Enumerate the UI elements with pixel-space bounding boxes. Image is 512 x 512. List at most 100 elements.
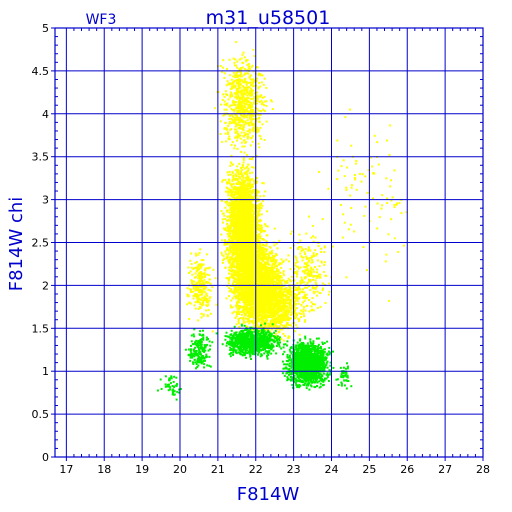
data-point <box>244 250 246 253</box>
data-point <box>231 186 234 189</box>
data-point <box>249 183 252 186</box>
data-point <box>243 273 246 276</box>
data-point <box>229 208 232 211</box>
data-point <box>238 253 241 256</box>
data-point <box>238 228 241 231</box>
data-point <box>228 238 231 241</box>
data-point <box>244 187 247 190</box>
data-point <box>242 268 245 271</box>
data-point <box>271 272 274 274</box>
data-point <box>260 271 263 274</box>
data-point <box>247 201 250 204</box>
data-point <box>235 270 238 273</box>
data-point <box>248 259 251 262</box>
data-point <box>221 212 224 215</box>
data-point <box>236 290 239 293</box>
data-point <box>271 256 274 258</box>
data-point <box>254 231 257 234</box>
data-point <box>237 270 240 273</box>
data-point <box>245 231 248 234</box>
data-point <box>251 199 254 202</box>
data-point <box>260 213 263 216</box>
data-point <box>244 285 247 288</box>
data-point <box>227 204 230 207</box>
data-point <box>228 256 231 259</box>
data-point <box>228 261 231 264</box>
data-point <box>244 185 247 188</box>
data-point <box>243 243 246 246</box>
data-point <box>257 237 260 240</box>
data-point <box>250 258 252 261</box>
data-point <box>258 235 261 238</box>
data-point <box>242 205 245 208</box>
data-point <box>233 274 236 277</box>
data-point <box>233 214 235 217</box>
data-point <box>256 177 259 180</box>
data-point <box>230 211 233 214</box>
data-point <box>264 269 267 272</box>
data-point <box>268 256 270 259</box>
data-point <box>241 289 244 292</box>
data-point <box>241 298 244 301</box>
data-point <box>271 265 274 268</box>
data-point <box>245 200 248 203</box>
data-point <box>258 233 261 235</box>
data-point <box>234 244 236 247</box>
data-point <box>235 311 238 314</box>
data-point <box>255 182 258 184</box>
data-point <box>222 179 225 182</box>
data-point <box>240 243 243 246</box>
data-point <box>246 258 249 261</box>
data-point <box>240 184 243 187</box>
data-point <box>286 291 289 293</box>
data-point <box>251 185 253 188</box>
data-point <box>231 312 234 315</box>
data-point <box>237 317 240 320</box>
data-point <box>253 220 256 223</box>
data-point <box>225 248 228 251</box>
data-point <box>250 290 253 293</box>
data-point <box>238 266 241 269</box>
data-point <box>258 227 261 230</box>
data-point <box>241 186 244 189</box>
data-point <box>228 295 231 298</box>
data-point <box>275 261 278 264</box>
data-point <box>253 203 256 206</box>
data-point <box>235 224 238 227</box>
data-point <box>256 282 259 285</box>
data-point <box>270 312 273 315</box>
data-point <box>278 279 280 282</box>
data-point <box>227 219 230 222</box>
data-point <box>235 238 238 241</box>
data-point <box>236 257 239 260</box>
data-point <box>267 271 270 274</box>
data-point <box>229 289 232 292</box>
data-point <box>251 273 254 276</box>
data-point <box>260 230 263 233</box>
data-point <box>238 297 241 300</box>
data-point <box>237 216 240 219</box>
data-point <box>251 218 254 221</box>
data-point <box>281 301 284 304</box>
data-point <box>278 330 281 333</box>
data-point <box>250 267 253 269</box>
data-point <box>225 256 228 259</box>
data-point <box>271 273 274 276</box>
data-point <box>238 325 241 328</box>
data-point <box>239 181 242 184</box>
data-point <box>237 299 240 302</box>
data-point <box>242 179 245 182</box>
data-point <box>227 188 230 191</box>
data-point <box>248 232 251 234</box>
data-point <box>245 211 248 214</box>
data-point <box>228 231 231 234</box>
data-point <box>251 321 254 324</box>
data-point <box>236 277 239 280</box>
data-point <box>236 250 239 253</box>
data-point <box>237 222 239 225</box>
data-point <box>275 264 278 267</box>
data-point <box>239 211 242 214</box>
data-point <box>256 247 259 250</box>
data-point <box>230 204 232 207</box>
data-point <box>250 229 253 232</box>
